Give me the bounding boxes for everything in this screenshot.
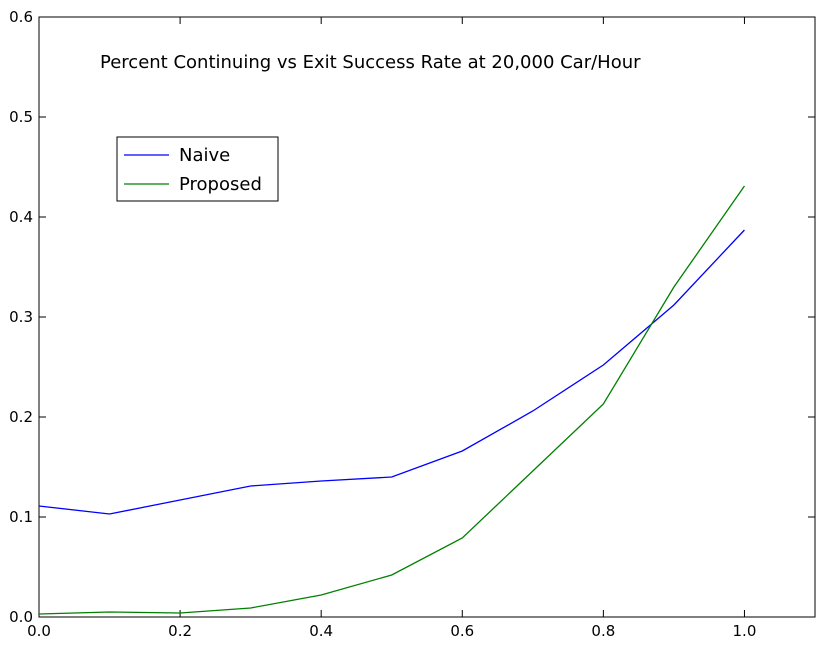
y-tick-label: 0.0 bbox=[9, 608, 33, 626]
y-tick-label: 0.3 bbox=[9, 308, 33, 326]
x-tick-label: 0.8 bbox=[591, 622, 615, 640]
plot-area-frame bbox=[38, 16, 816, 618]
y-tick-label: 0.4 bbox=[9, 208, 33, 226]
x-tick-label: 0.0 bbox=[27, 622, 51, 640]
y-tick-label: 0.5 bbox=[9, 108, 33, 126]
series-line-naive bbox=[38, 229, 745, 515]
chart-title: Percent Continuing vs Exit Success Rate … bbox=[100, 52, 641, 73]
y-tick-label: 0.6 bbox=[9, 8, 33, 26]
legend-box bbox=[116, 136, 279, 202]
x-tick-label: 1.0 bbox=[733, 622, 757, 640]
x-tick-label: 0.4 bbox=[309, 622, 333, 640]
legend: Naive Proposed bbox=[116, 136, 279, 202]
y-tick-label: 0.1 bbox=[9, 508, 33, 526]
legend-label-proposed: Proposed bbox=[179, 174, 262, 195]
x-tick-label: 0.6 bbox=[450, 622, 474, 640]
legend-label-naive: Naive bbox=[179, 145, 230, 166]
y-tick-label: 0.2 bbox=[9, 408, 33, 426]
x-tick-label: 0.2 bbox=[168, 622, 192, 640]
series-line-proposed bbox=[38, 185, 745, 615]
